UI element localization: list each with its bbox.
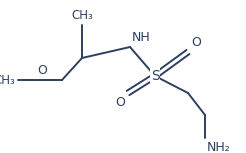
Text: NH₂: NH₂ xyxy=(207,141,231,153)
Text: O: O xyxy=(37,64,47,77)
Text: NH: NH xyxy=(132,31,151,44)
Text: CH₃: CH₃ xyxy=(0,73,15,86)
Text: CH₃: CH₃ xyxy=(71,9,93,22)
Text: O: O xyxy=(115,96,125,109)
Text: S: S xyxy=(151,69,159,83)
Text: O: O xyxy=(191,36,201,49)
